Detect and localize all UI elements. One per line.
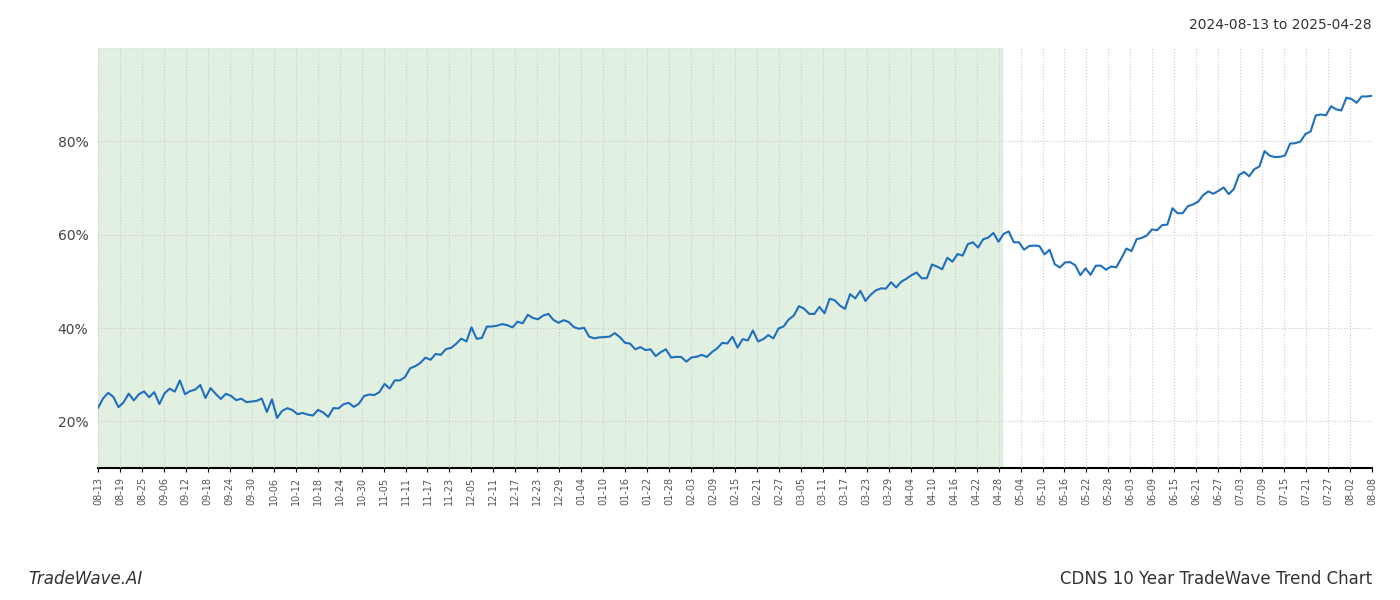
- Text: CDNS 10 Year TradeWave Trend Chart: CDNS 10 Year TradeWave Trend Chart: [1060, 570, 1372, 588]
- Text: 2024-08-13 to 2025-04-28: 2024-08-13 to 2025-04-28: [1190, 18, 1372, 32]
- Bar: [98, 48, 1002, 468]
- Text: TradeWave.AI: TradeWave.AI: [28, 570, 143, 588]
